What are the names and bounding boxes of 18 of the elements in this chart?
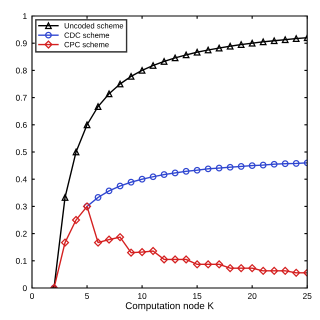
x-tick-label: 0	[30, 293, 34, 299]
x-axis-title: Computation node K	[126, 302, 214, 312]
y-tick-label: 0.7	[16, 94, 27, 101]
y-tick-label: 0.2	[16, 230, 27, 237]
y-tick-label: 0.8	[16, 68, 27, 74]
y-tick-label: 0.6	[16, 122, 27, 128]
y-tick-label: 0.9	[16, 40, 27, 46]
y-tick-label: 0	[22, 285, 27, 292]
x-tick-label: 20	[248, 293, 256, 299]
y-tick-label: 1	[23, 13, 27, 20]
y-tick-label: 0.1	[16, 258, 27, 264]
y-tick-label: 0.3	[16, 204, 27, 210]
y-tick-label: 0.5	[16, 149, 27, 156]
x-tick-label: 5	[85, 293, 90, 299]
y-tick-label: 0.4	[16, 176, 27, 182]
x-tick-label: 25	[302, 293, 312, 299]
x-tick-label: 15	[193, 293, 202, 299]
x-tick-label: 10	[138, 293, 146, 299]
